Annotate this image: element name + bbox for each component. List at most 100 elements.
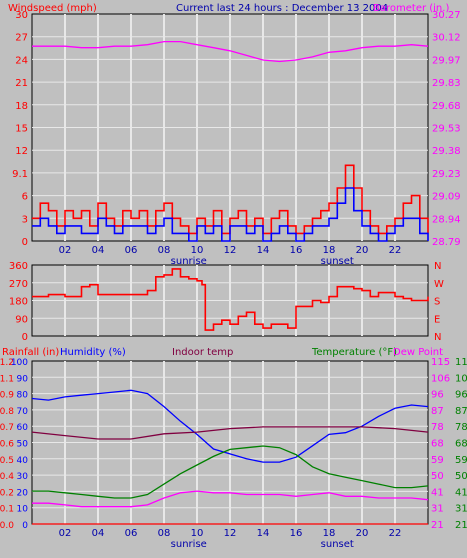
wind-direction-compass-tick-label: N bbox=[434, 332, 441, 343]
wind-direction-compass-tick-label: W bbox=[434, 279, 444, 290]
wind-direction-series bbox=[32, 268, 429, 331]
barometer-tick-label: 30.27 bbox=[432, 10, 461, 21]
temperature-humidity-panel-x-tick-label: 14 bbox=[257, 528, 270, 539]
wind-direction-degrees-tick-label: 90 bbox=[15, 314, 28, 325]
temperature-tick-label: 50 bbox=[455, 471, 467, 482]
wind-direction-compass-tick-label: E bbox=[434, 314, 440, 325]
rainfall-tick-label: 0.2 bbox=[0, 488, 14, 498]
windspeed-tick-label: 18 bbox=[15, 101, 28, 112]
temperature-f-series bbox=[32, 445, 429, 499]
barometer-tick-label: 28.79 bbox=[432, 237, 461, 248]
wind-direction-degrees-tick-label: 360 bbox=[9, 261, 28, 272]
wind-barometer-panel-x-tick-label: 20 bbox=[356, 245, 369, 256]
humidity-tick-label: 30 bbox=[17, 472, 29, 482]
dewpoint-tick-label: 31 bbox=[431, 504, 444, 515]
wind-direction-degrees-tick-label: 0 bbox=[22, 332, 28, 343]
temperature-humidity-panel-x-tick-label: 18 bbox=[323, 528, 336, 539]
temperature-tick-label: 31 bbox=[455, 504, 467, 515]
barometer-tick-label: 30.12 bbox=[432, 33, 461, 44]
temperature-tick-label: 41 bbox=[455, 487, 467, 498]
barometer-tick-label: 29.23 bbox=[432, 169, 461, 180]
humidity-tick-label: 10 bbox=[17, 505, 29, 515]
wind-barometer-panel-x-tick-label: 12 bbox=[224, 245, 237, 256]
dewpoint-tick-label: 87 bbox=[431, 406, 444, 417]
temperature-humidity-panel-x-tick-label: 22 bbox=[389, 528, 402, 539]
windspeed-tick-label: 3 bbox=[22, 214, 28, 225]
rainfall-tick-label: 0.8 bbox=[0, 407, 14, 417]
wind-barometer-panel-sunrise-marker: sunrise bbox=[171, 256, 207, 267]
barometer-series bbox=[32, 40, 429, 63]
rainfall-tick-label: 0.9 bbox=[0, 391, 14, 401]
temperature-humidity-panel-x-tick-label: 06 bbox=[125, 528, 138, 539]
humidity-tick-label: 60 bbox=[17, 423, 29, 433]
wind-barometer-panel-x-tick-label: 02 bbox=[59, 245, 72, 256]
dewpoint-tick-label: 106 bbox=[431, 373, 450, 384]
humidity-tick-label: 40 bbox=[17, 456, 29, 466]
wind-direction-compass-tick-label: S bbox=[434, 297, 440, 308]
windspeed-tick-label: 15 bbox=[15, 124, 28, 135]
temperature-humidity-panel-sunrise-marker: sunrise bbox=[171, 539, 207, 550]
chart-title: Current last 24 hours : December 13 2004 bbox=[176, 3, 388, 14]
rainfall-tick-label: 0.1 bbox=[0, 505, 14, 515]
indoor-temp-label: Indoor temp bbox=[172, 347, 233, 358]
windspeed-axis-label: Windspeed (mph) bbox=[8, 3, 97, 14]
dewpoint-tick-label: 78 bbox=[431, 422, 444, 433]
barometer-tick-label: 29.38 bbox=[432, 146, 461, 157]
rainfall-tick-label: 0.6 bbox=[0, 440, 14, 450]
temperature-humidity-panel-x-tick-label: 10 bbox=[191, 528, 204, 539]
temperature-tick-label: 78 bbox=[455, 422, 467, 433]
wind-direction-degrees-tick-label: 270 bbox=[9, 279, 28, 290]
dewpoint-tick-label: 59 bbox=[431, 455, 444, 466]
wind-direction-degrees-tick-label: 180 bbox=[9, 297, 28, 308]
dew-point-series bbox=[32, 490, 429, 508]
dewpoint-tick-label: 96 bbox=[431, 390, 444, 401]
windspeed-tick-label: 0 bbox=[22, 237, 28, 248]
humidity-tick-label: 70 bbox=[17, 407, 29, 417]
rainfall-tick-label: 0.0 bbox=[0, 521, 14, 531]
temperature-tick-label: 106 bbox=[455, 373, 467, 384]
wind-barometer-panel-x-tick-label: 18 bbox=[323, 245, 336, 256]
wind-barometer-panel-x-tick-label: 04 bbox=[92, 245, 105, 256]
wind-barometer-panel-x-tick-label: 06 bbox=[125, 245, 138, 256]
humidity-label: Humidity (%) bbox=[60, 347, 126, 358]
indoor-temp-series bbox=[31, 426, 429, 440]
wind-barometer-panel-x-tick-label: 10 bbox=[191, 245, 204, 256]
temperature-label: Temperature (°F) bbox=[311, 347, 397, 358]
humidity-tick-label: 0 bbox=[22, 521, 28, 531]
dewpoint-tick-label: 21 bbox=[431, 520, 444, 531]
barometer-tick-label: 29.09 bbox=[432, 192, 461, 203]
temperature-tick-label: 68 bbox=[455, 439, 467, 450]
wind-barometer-panel-x-tick-label: 16 bbox=[290, 245, 303, 256]
windspeed-tick-label: 21 bbox=[15, 78, 28, 89]
rainfall-tick-label: 0.4 bbox=[0, 472, 14, 482]
rainfall-label: Rainfall (in) bbox=[2, 347, 59, 358]
barometer-tick-label: 29.68 bbox=[432, 101, 461, 112]
temperature-humidity-panel-sunset-marker: sunset bbox=[321, 539, 354, 550]
rainfall-tick-label: 0.5 bbox=[0, 456, 14, 466]
humidity-tick-label: 100 bbox=[11, 358, 28, 368]
barometer-tick-label: 28.94 bbox=[432, 214, 461, 225]
temperature-humidity-panel-x-tick-label: 12 bbox=[224, 528, 237, 539]
humidity-tick-label: 50 bbox=[17, 440, 29, 450]
humidity-tick-label: 90 bbox=[17, 374, 29, 384]
temperature-tick-label: 115 bbox=[455, 357, 467, 368]
temperature-tick-label: 96 bbox=[455, 390, 467, 401]
barometer-tick-label: 29.97 bbox=[432, 55, 461, 66]
rainfall-tick-label: 1.1 bbox=[0, 374, 14, 384]
dewpoint-tick-label: 41 bbox=[431, 487, 444, 498]
wind-direction-compass-tick-label: N bbox=[434, 261, 441, 272]
temperature-humidity-panel-x-tick-label: 20 bbox=[356, 528, 369, 539]
humidity-tick-label: 20 bbox=[17, 488, 29, 498]
temperature-humidity-panel-x-tick-label: 08 bbox=[158, 528, 171, 539]
windspeed-tick-label: 27 bbox=[15, 33, 28, 44]
dewpoint-tick-label: 50 bbox=[431, 471, 444, 482]
humidity-series bbox=[31, 389, 429, 463]
temperature-tick-label: 21 bbox=[455, 520, 467, 531]
temperature-tick-label: 87 bbox=[455, 406, 467, 417]
rainfall-tick-label: 1.2 bbox=[0, 358, 14, 368]
windspeed-tick-label: 12 bbox=[15, 146, 28, 157]
wind-barometer-panel-x-tick-label: 22 bbox=[389, 245, 402, 256]
barometer-tick-label: 29.83 bbox=[432, 78, 461, 89]
